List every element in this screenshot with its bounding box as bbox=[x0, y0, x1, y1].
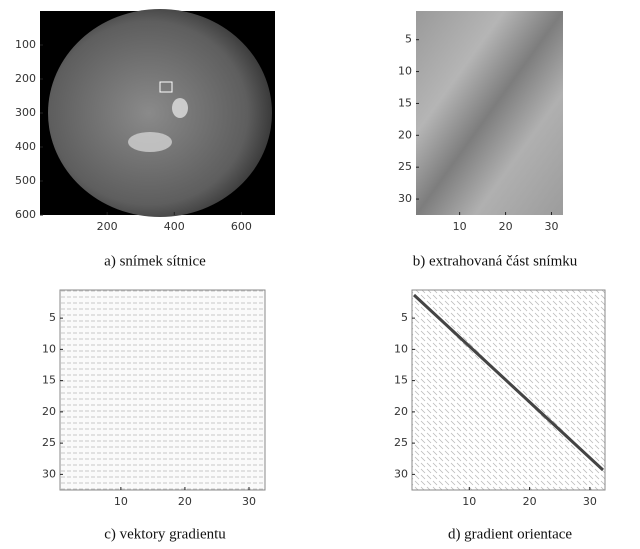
x-tick-label: 20 bbox=[178, 495, 192, 508]
x-tick-label: 600 bbox=[231, 220, 252, 233]
x-tick-label: 20 bbox=[523, 495, 537, 508]
image-b bbox=[416, 11, 563, 215]
y-tick-label: 15 bbox=[394, 374, 408, 387]
y-tick-label: 600 bbox=[15, 208, 36, 221]
y-tick-label: 400 bbox=[15, 140, 36, 153]
x-tick-label: 10 bbox=[462, 495, 476, 508]
y-tick-label: 300 bbox=[15, 106, 36, 119]
x-tick-label: 30 bbox=[583, 495, 597, 508]
x-tick-label: 400 bbox=[164, 220, 185, 233]
y-tick-label: 5 bbox=[401, 311, 408, 324]
caption: a) snímek sítnice bbox=[104, 253, 206, 269]
y-tick-label: 200 bbox=[15, 72, 36, 85]
x-tick-label: 10 bbox=[114, 495, 128, 508]
image-a bbox=[40, 9, 275, 217]
y-tick-label: 20 bbox=[394, 405, 408, 418]
x-tick-label: 20 bbox=[499, 220, 513, 233]
y-tick-label: 500 bbox=[15, 174, 36, 187]
y-tick-label: 30 bbox=[394, 467, 408, 480]
y-tick-label: 100 bbox=[15, 38, 36, 51]
y-tick-label: 25 bbox=[398, 160, 412, 173]
y-tick-label: 15 bbox=[398, 96, 412, 109]
x-tick-label: 200 bbox=[97, 220, 118, 233]
y-tick-label: 10 bbox=[394, 342, 408, 355]
y-tick-label: 30 bbox=[42, 467, 56, 480]
caption: b) extrahovaná část snímku bbox=[413, 253, 578, 269]
y-tick-label: 5 bbox=[49, 311, 56, 324]
y-tick-label: 5 bbox=[405, 33, 412, 46]
x-tick-label: 30 bbox=[545, 220, 559, 233]
image-d bbox=[412, 290, 605, 490]
caption: d) gradient orientace bbox=[448, 526, 572, 542]
x-tick-label: 30 bbox=[242, 495, 256, 508]
y-tick-label: 20 bbox=[42, 405, 56, 418]
figure: 200 400 600 100 200 300 400 500 600 a) snímek sít… bbox=[0, 0, 640, 549]
y-tick-label: 30 bbox=[398, 192, 412, 205]
image-c bbox=[60, 290, 265, 490]
caption: c) vektory gradientu bbox=[104, 526, 226, 542]
y-tick-label: 25 bbox=[42, 436, 56, 449]
y-tick-label: 20 bbox=[398, 128, 412, 141]
x-tick-label: 10 bbox=[453, 220, 467, 233]
y-tick-label: 10 bbox=[42, 342, 56, 355]
y-tick-label: 10 bbox=[398, 65, 412, 78]
y-tick-label: 15 bbox=[42, 374, 56, 387]
y-tick-label: 25 bbox=[394, 436, 408, 449]
